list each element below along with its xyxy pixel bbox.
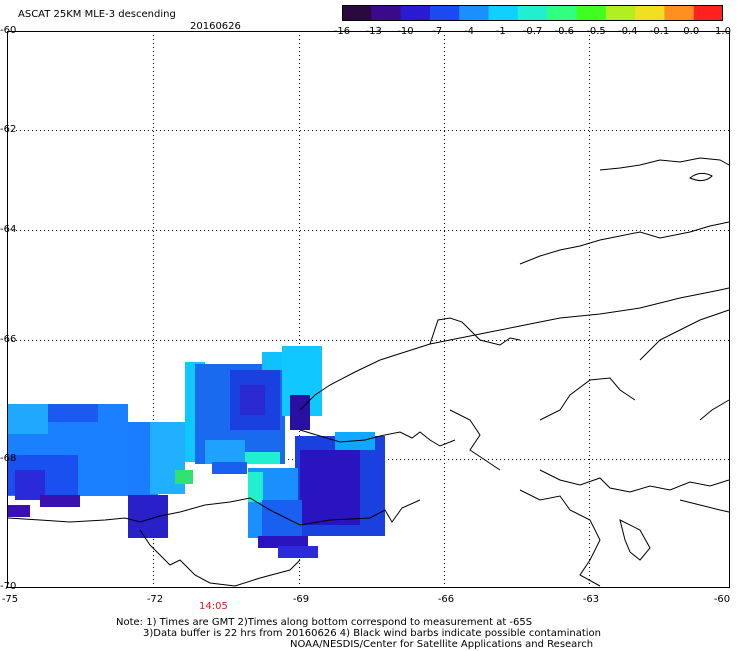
latitude-label: -70 [0, 581, 17, 592]
longitude-label: -72 [146, 594, 164, 605]
latitude-label: -66 [0, 334, 17, 345]
coastline [7, 157, 730, 587]
colorbar-swatch [576, 5, 607, 21]
latitude-label: -64 [0, 224, 17, 235]
colorbar [342, 5, 723, 21]
longitude-label: -60 [713, 594, 731, 605]
colorbar-swatch [605, 5, 636, 21]
map-plot [7, 31, 730, 588]
longitude-label: -63 [582, 594, 600, 605]
colorbar-swatch [342, 5, 372, 21]
colorbar-swatch [635, 5, 665, 21]
ascat-swath-data [8, 346, 385, 558]
note-line-2: 3)Data buffer is 22 hrs from 20160626 4)… [143, 628, 601, 639]
longitude-label: -75 [1, 594, 19, 605]
colorbar-swatch [459, 5, 490, 21]
colorbar-swatch [400, 5, 431, 21]
note-line-3: NOAA/NESDIS/Center for Satellite Applica… [290, 639, 594, 650]
colorbar-swatch [664, 5, 695, 21]
colorbar-swatch [693, 5, 723, 21]
longitude-label: -66 [437, 594, 455, 605]
colorbar-swatch [429, 5, 460, 21]
map-title: ASCAT 25KM MLE-3 descending [18, 9, 176, 20]
note-line-1: Note: 1) Times are GMT 2)Times along bot… [116, 617, 533, 628]
latitude-label: -68 [0, 453, 17, 464]
latitude-label: -60 [0, 25, 17, 36]
colorbar-swatch [488, 5, 519, 21]
longitude-label: -69 [292, 594, 310, 605]
colorbar-swatch [371, 5, 402, 21]
time-label: 14:05 [199, 601, 228, 612]
colorbar-swatch [517, 5, 548, 21]
latitude-label: -62 [0, 124, 17, 135]
colorbar-swatch [547, 5, 578, 21]
map-date: 20160626 [190, 21, 241, 32]
